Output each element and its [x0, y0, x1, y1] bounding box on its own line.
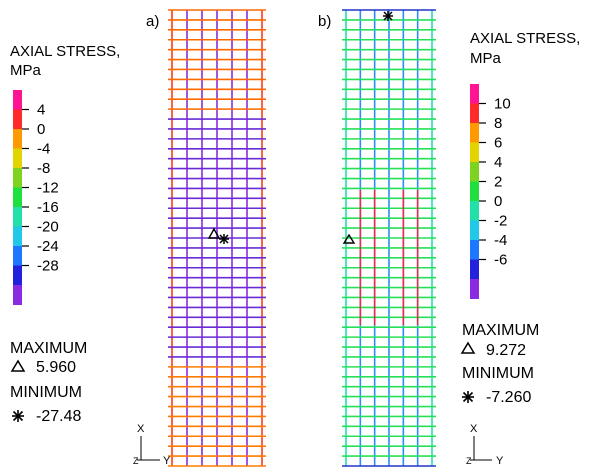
colorbar-segment	[470, 123, 479, 143]
panel-b-colorbar: 10 8 6 4 2 0 -2 -4 -6	[470, 84, 511, 299]
panel-b-min-marker	[383, 11, 393, 21]
panel-a-axis-z-mark: Z	[133, 456, 139, 466]
colorbar-segment	[470, 84, 479, 104]
panel-a-legend-unit: MPa	[10, 62, 42, 79]
panel-a-axis-y: Y	[163, 455, 171, 467]
panel-a-axis-triad: X Y Z	[133, 423, 171, 467]
panel-b-max-label: MAXIMUM	[462, 322, 539, 339]
panel-a-min-label: MINIMUM	[10, 384, 82, 401]
panel-b-legend-title: AXIAL STRESS,	[470, 30, 580, 47]
colorbar-segment	[470, 142, 479, 163]
colorbar-tick-label: 6	[494, 135, 502, 152]
colorbar-segment	[470, 181, 479, 202]
colorbar-tick-label: 0	[494, 193, 502, 210]
asterisk-marker-icon	[462, 391, 474, 403]
colorbar-segment	[470, 240, 479, 260]
colorbar-tick-label: -6	[494, 252, 507, 269]
colorbar-tick-label: 10	[494, 96, 511, 113]
colorbar-tick-label: -4	[494, 232, 507, 249]
colorbar-segment	[13, 187, 22, 208]
colorbar-segment	[13, 90, 22, 110]
panel-b-max-marker	[342, 233, 356, 244]
colorbar-tick-label: -28	[37, 258, 59, 275]
colorbar-tick-label: -12	[37, 180, 59, 197]
colorbar-tick-label: -2	[494, 213, 507, 230]
colorbar-tick-label: 4	[494, 154, 502, 171]
panel-a-min-value: -27.48	[36, 408, 81, 425]
colorbar-segment	[470, 279, 479, 299]
colorbar-segment	[13, 246, 22, 266]
panel-a-max-value: 5.960	[36, 359, 76, 376]
panel-b-mesh	[342, 9, 436, 467]
colorbar-tick-label: 8	[494, 115, 502, 132]
colorbar-segment	[470, 259, 479, 280]
panel-b-axis-x: X	[470, 423, 478, 435]
colorbar-segment	[13, 226, 22, 247]
panel-b-legend-unit: MPa	[470, 50, 502, 67]
colorbar-segment	[470, 162, 479, 182]
colorbar-segment	[13, 265, 22, 286]
colorbar-segment	[13, 109, 22, 130]
panel-b-max-value: 9.272	[486, 342, 526, 359]
panel-a-max-marker	[207, 227, 221, 239]
colorbar-tick-label: 2	[494, 174, 502, 191]
colorbar-segment	[470, 103, 479, 124]
triangle-marker-icon	[460, 341, 476, 354]
colorbar-tick-label: -20	[37, 219, 59, 236]
panel-b: b) AXIAL STRESS, MPa 10 8 6 4 2 0 -2 -4 -6 MAXIM…	[318, 9, 580, 467]
triangle-marker-icon	[10, 359, 26, 372]
colorbar-tick-label: -24	[37, 238, 59, 255]
asterisk-marker-icon	[12, 410, 24, 422]
colorbar-segment	[13, 285, 22, 305]
colorbar-tick-label: -4	[37, 141, 50, 158]
colorbar-tick-label: 0	[37, 121, 45, 138]
panel-b-axis-triad: X Y Z	[466, 423, 504, 467]
panel-b-min-label: MINIMUM	[462, 365, 534, 382]
colorbar-tick-label: 4	[37, 102, 45, 119]
colorbar-segment	[470, 201, 479, 221]
panel-a-colorbar: 4 0 -4 -8 -12 -16 -20 -24 -28	[13, 90, 59, 305]
panel-b-min-value: -7.260	[486, 389, 531, 406]
colorbar-tick-label: -16	[37, 199, 59, 216]
panel-a-label: a)	[146, 13, 159, 30]
colorbar-segment	[13, 168, 22, 188]
colorbar-segment	[13, 207, 22, 227]
panel-b-axis-z-mark: Z	[466, 456, 472, 466]
panel-a-min-marker	[219, 234, 229, 244]
panel-a: a) AXIAL STRESS, MPa 4 0 -4 -8 -12 -16 -20 -24 -…	[10, 9, 266, 467]
panel-a-max-label: MAXIMUM	[10, 340, 87, 357]
panel-a-axis-x: X	[137, 423, 145, 435]
colorbar-segment	[470, 220, 479, 241]
panel-b-axis-y: Y	[496, 455, 504, 467]
panel-b-label: b)	[318, 13, 331, 30]
colorbar-segment	[13, 129, 22, 149]
colorbar-tick-label: -8	[37, 160, 50, 177]
panel-a-legend-title: AXIAL STRESS,	[10, 43, 120, 60]
colorbar-segment	[13, 148, 22, 169]
